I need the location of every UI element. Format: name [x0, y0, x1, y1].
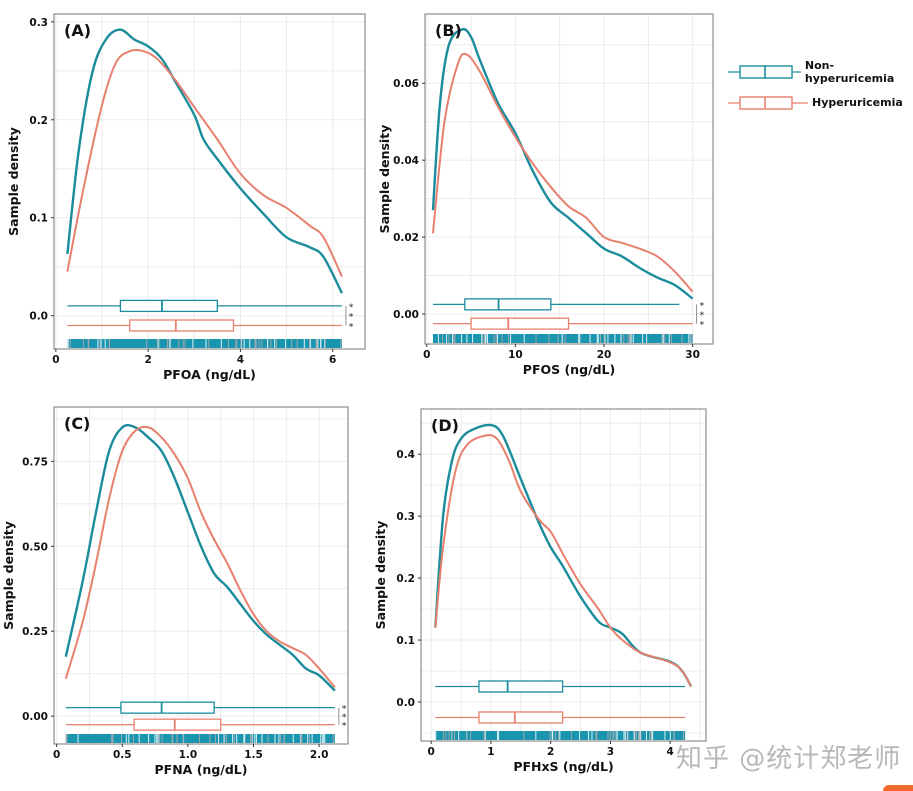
- boxplot-box: [470, 317, 570, 330]
- corner-decoration: [883, 785, 913, 791]
- plot-background: [54, 407, 348, 744]
- y-tick-label: 0.25: [22, 626, 48, 638]
- plot-border: [53, 13, 366, 350]
- x-tick-label: 4: [237, 354, 244, 366]
- y-tick-label: 0.2: [396, 573, 415, 585]
- density-curve-non-hyperuricemia: [431, 27, 694, 300]
- boxplot-box: [478, 711, 564, 724]
- legend-label: Hyperuricemia: [812, 96, 903, 109]
- y-tick-label: 0.2: [29, 115, 48, 127]
- legend-item-hyperuricemia: Hyperuricemia: [728, 87, 913, 118]
- x-tick-label: 3: [607, 746, 614, 758]
- y-axis-label: Sample density: [373, 521, 388, 630]
- plot-background: [54, 14, 365, 349]
- x-axis-label: PFHxS (ng/dL): [513, 759, 613, 774]
- y-tick-label: 0.4: [396, 449, 415, 461]
- plot-background: [425, 14, 713, 344]
- significance-star: *: [342, 722, 347, 732]
- panel-d: 0 1 2 3 4 0.0 0.1 0.2 0.3 0.4 PFHxS (ng/dL) Sample …: [373, 408, 707, 774]
- y-tick-label: 0.3: [396, 511, 415, 523]
- significance-star: *: [342, 713, 347, 723]
- x-tick-label: 2: [144, 354, 151, 366]
- x-tick-label: 0: [428, 746, 435, 758]
- significance-star: *: [349, 303, 354, 313]
- x-axis-label: PFOA (ng/dL): [163, 367, 256, 382]
- y-tick-label: 0.02: [393, 232, 419, 244]
- y-tick-label: 0.06: [393, 78, 419, 90]
- density-curve-hyperuricemia: [434, 434, 692, 687]
- rug-band: [67, 339, 342, 348]
- boxplot-box: [129, 319, 235, 332]
- boxplot-box: [119, 299, 218, 313]
- x-tick-label: 20: [597, 349, 612, 361]
- x-tick-label: 0: [52, 354, 59, 366]
- boxplot-box: [120, 701, 215, 714]
- x-tick-label: 1.5: [244, 749, 263, 761]
- x-tick-label: 0: [423, 349, 430, 361]
- y-tick-label: 0.0: [396, 697, 415, 709]
- y-tick-label: 0.04: [393, 155, 419, 167]
- significance-star: *: [349, 322, 354, 332]
- x-tick-label: 0.5: [113, 749, 132, 761]
- legend-item-non-hyperuricemia: Non-hyperuricemia: [728, 56, 913, 87]
- y-tick-label: 0.0: [29, 311, 48, 323]
- significance-star: *: [349, 313, 354, 323]
- x-axis-label: PFOS (ng/dL): [523, 362, 615, 377]
- x-tick-label: 2.0: [310, 749, 329, 761]
- density-curve-hyperuricemia: [431, 52, 694, 293]
- plot-background: [421, 409, 706, 741]
- significance-star: *: [700, 311, 705, 321]
- y-axis-label: Sample density: [377, 125, 392, 234]
- y-tick-label: 0.00: [22, 711, 48, 723]
- density-curve-hyperuricemia: [66, 48, 343, 277]
- y-tick-label: 0.00: [393, 309, 419, 321]
- y-tick-label: 0.75: [22, 456, 48, 468]
- plot-border: [424, 13, 714, 345]
- y-tick-label: 0.3: [29, 17, 48, 29]
- x-tick-label: 10: [508, 349, 523, 361]
- x-tick-label: 30: [685, 349, 700, 361]
- legend-label: Non-hyperuricemia: [804, 58, 895, 85]
- boxplot-box: [478, 680, 564, 693]
- panel-label: (C): [64, 414, 90, 433]
- y-tick-label: 0.1: [29, 213, 48, 225]
- x-tick-label: 1: [487, 746, 494, 758]
- significance-star: *: [700, 321, 705, 331]
- boxplot-box: [464, 298, 552, 311]
- y-axis-label: Sample density: [1, 521, 16, 630]
- legend-boxplot-key-icon: [728, 64, 801, 79]
- y-tick-label: 0.1: [396, 635, 415, 647]
- panel-label: (B): [435, 21, 462, 40]
- panel-label: (D): [431, 416, 459, 435]
- density-curve-non-hyperuricemia: [66, 28, 343, 294]
- density-curve-non-hyperuricemia: [64, 423, 336, 692]
- legend: Non-hyperuricemia Hyperuricemia: [728, 56, 913, 118]
- plot-border: [420, 408, 707, 742]
- y-axis-label: Sample density: [6, 127, 21, 236]
- x-tick-label: 0: [53, 749, 60, 761]
- boxplot-box: [133, 718, 222, 731]
- plot-border: [53, 406, 349, 745]
- y-tick-label: 0.50: [22, 541, 48, 553]
- x-tick-label: 6: [329, 354, 336, 366]
- legend-boxplot-key-icon: [728, 95, 808, 110]
- panel-label: (A): [64, 21, 91, 40]
- significance-star: *: [700, 301, 705, 311]
- significance-star: *: [342, 705, 347, 715]
- x-tick-label: 4: [666, 746, 673, 758]
- x-axis-label: PFNA (ng/dL): [155, 762, 248, 777]
- density-curve-hyperuricemia: [64, 425, 336, 688]
- x-tick-label: 2: [547, 746, 554, 758]
- watermark: 知乎 @统计郑老师: [676, 744, 902, 774]
- x-tick-label: 1.0: [179, 749, 198, 761]
- rug-band: [65, 734, 335, 743]
